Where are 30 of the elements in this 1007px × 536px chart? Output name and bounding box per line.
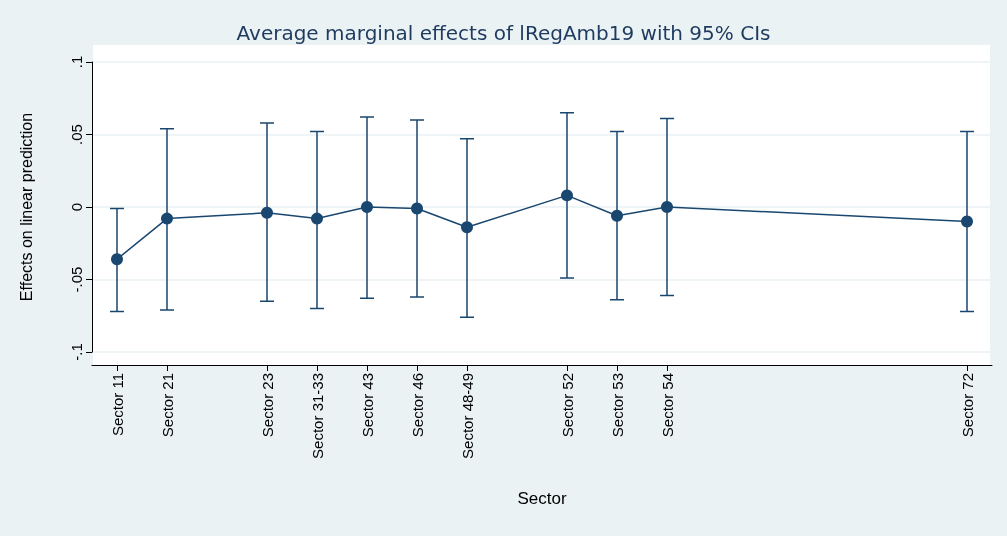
x-tick-label: Sector 54 xyxy=(658,373,676,438)
point xyxy=(111,253,123,266)
y-tick-label: -.05 xyxy=(68,266,85,293)
x-tick-label: Sector 72 xyxy=(958,373,976,438)
x-axis-title: Sector xyxy=(517,489,567,508)
x-tick-label: Sector 52 xyxy=(558,373,576,438)
point xyxy=(261,206,273,219)
y-tick-label: -.1 xyxy=(68,343,85,361)
point xyxy=(461,221,473,234)
y-tick-label: 0 xyxy=(68,202,85,212)
point xyxy=(361,201,373,213)
x-tick-label: Sector 43 xyxy=(358,373,376,438)
point xyxy=(561,189,573,202)
x-tick-label: Sector 53 xyxy=(608,373,626,438)
x-tick-label: Sector 11 xyxy=(108,373,126,437)
point xyxy=(311,212,323,225)
y-tick-label: .05 xyxy=(68,124,85,145)
x-tick-label: Sector 21 xyxy=(158,373,176,438)
point xyxy=(161,212,173,225)
x-tick-label: Sector 23 xyxy=(258,373,276,438)
point xyxy=(661,201,673,213)
chart-title: Average marginal effects of lRegAmb19 with 95% CIs xyxy=(236,21,771,45)
x-tick-label: Sector 46 xyxy=(408,373,426,438)
point xyxy=(961,215,973,228)
x-tick-label: Sector 31-33 xyxy=(308,373,326,459)
x-tick-label: Sector 48-49 xyxy=(458,373,476,459)
point xyxy=(611,209,623,222)
y-axis-title: Effects on linear prediction xyxy=(17,112,35,302)
point xyxy=(411,202,423,215)
y-tick-label: .1 xyxy=(68,55,85,69)
